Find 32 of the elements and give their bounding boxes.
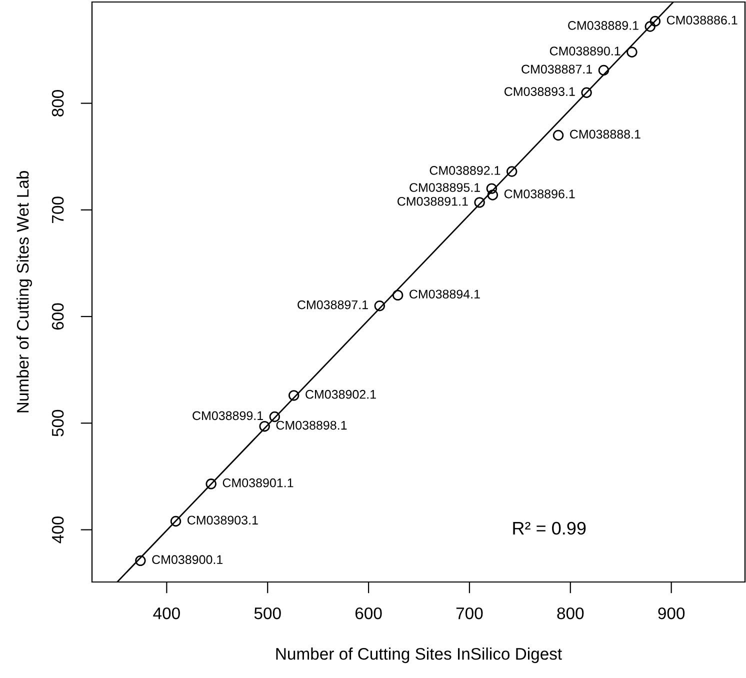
annotation: CM038891.1	[398, 196, 468, 206]
x-tick-label: 900	[658, 607, 685, 620]
x-tick-label: 800	[557, 607, 584, 620]
annotation: R² = 0.99	[513, 522, 586, 535]
y-tick-label: 400	[52, 516, 64, 544]
annotation: CM038898.1	[276, 420, 347, 430]
annotation: CM038892.1	[430, 166, 500, 175]
y-tick-label: 700	[52, 196, 64, 223]
annotation: CM038889.1	[568, 21, 638, 30]
annotation: CM038888.1	[570, 130, 640, 139]
x-tick-label: 500	[254, 607, 281, 620]
x-tick-label: 600	[355, 607, 382, 620]
annotation: CM038903.1	[188, 516, 258, 525]
x-tick-label: 700	[456, 607, 483, 620]
y-axis-title: Number of Cutting Sites Wet Lab	[16, 171, 32, 412]
y-tick-label: 800	[52, 90, 64, 116]
annotation: CM038894.1	[410, 290, 480, 299]
x-tick-label: 400	[153, 607, 180, 620]
annotation: CM038901.1	[222, 478, 294, 488]
annotation: CM038896.1	[504, 189, 575, 198]
annotation: CM038890.1	[550, 46, 620, 56]
annotation: CM038897.1	[298, 300, 368, 310]
annotation: CM038902.1	[306, 390, 376, 399]
annotation: CM038887.1	[522, 64, 592, 74]
y-tick-label: 600	[52, 303, 64, 330]
annotation: CM038895.1	[410, 183, 480, 192]
annotation: CM038893.1	[504, 87, 575, 96]
y-tick-label: 500	[52, 410, 64, 436]
x-axis-title: Number of Cutting Sites InSilico Digest	[276, 648, 562, 664]
annotation: CM038899.1	[192, 411, 263, 420]
annotation: CM038886.1	[666, 16, 738, 25]
annotation: CM038900.1	[152, 555, 223, 564]
